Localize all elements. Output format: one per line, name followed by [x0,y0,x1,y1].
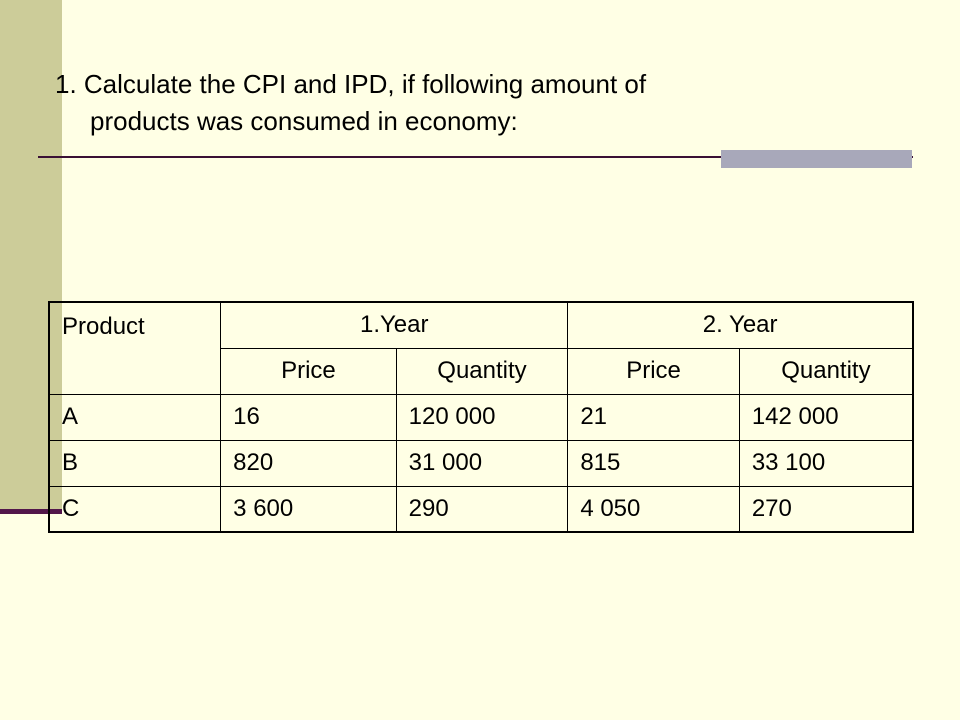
subheader-y2-price: Price [568,348,740,394]
cell-y1-quantity: 290 [396,486,568,532]
subheader-y1-quantity: Quantity [396,348,568,394]
table-header-row: Product 1.Year 2. Year [49,302,913,348]
cell-y1-quantity: 31 000 [396,440,568,486]
subheader-y1-price: Price [221,348,396,394]
cell-y1-price: 820 [221,440,396,486]
table-row: B 820 31 000 815 33 100 [49,440,913,486]
cell-y1-quantity: 120 000 [396,394,568,440]
cell-y2-quantity: 33 100 [739,440,913,486]
title-line-1: 1. Calculate the CPI and IPD, if followi… [55,66,855,103]
table-row: C 3 600 290 4 050 270 [49,486,913,532]
cell-y2-quantity: 270 [739,486,913,532]
slide-title: 1. Calculate the CPI and IPD, if followi… [55,66,855,140]
cell-y2-price: 815 [568,440,740,486]
subheader-y2-quantity: Quantity [739,348,913,394]
cell-y2-quantity: 142 000 [739,394,913,440]
table-row: A 16 120 000 21 142 000 [49,394,913,440]
product-header: Product [49,302,221,394]
year2-header: 2. Year [568,302,913,348]
cell-product: A [49,394,221,440]
cell-y2-price: 21 [568,394,740,440]
divider-accent-block [721,150,912,168]
year1-header: 1.Year [221,302,568,348]
product-table: Product 1.Year 2. Year Price Quantity Pr… [48,301,914,533]
cell-y1-price: 3 600 [221,486,396,532]
cell-y1-price: 16 [221,394,396,440]
cell-y2-price: 4 050 [568,486,740,532]
title-line-2: products was consumed in economy: [55,103,855,140]
cell-product: C [49,486,221,532]
cell-product: B [49,440,221,486]
